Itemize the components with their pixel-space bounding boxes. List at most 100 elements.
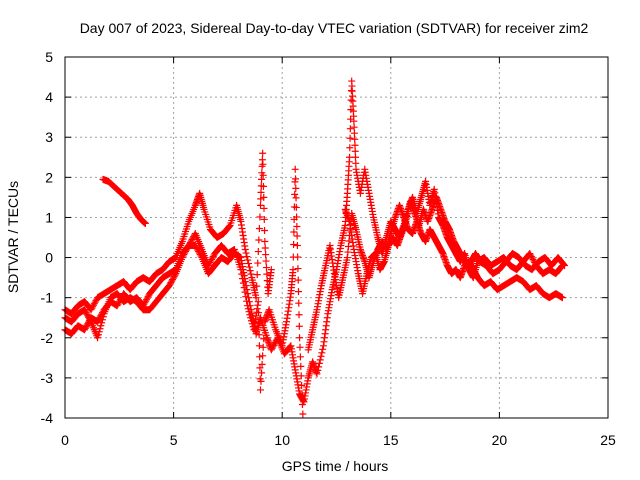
data-point bbox=[256, 386, 264, 394]
data-point bbox=[225, 222, 233, 230]
data-point bbox=[296, 334, 304, 342]
data-point bbox=[82, 309, 90, 317]
data-point bbox=[352, 159, 360, 167]
data-point bbox=[195, 248, 203, 256]
data-point bbox=[319, 345, 327, 353]
data-point bbox=[293, 213, 301, 221]
data-point bbox=[352, 153, 360, 161]
data-point bbox=[242, 249, 250, 257]
x-tick-label: 5 bbox=[170, 432, 178, 448]
data-point bbox=[258, 369, 266, 377]
data-point bbox=[253, 271, 261, 279]
data-point bbox=[196, 251, 204, 259]
data-point bbox=[294, 265, 302, 273]
data-point bbox=[87, 306, 95, 314]
data-point bbox=[85, 315, 93, 323]
series-trace-a bbox=[61, 149, 275, 318]
data-point bbox=[292, 184, 300, 192]
data-point bbox=[143, 294, 151, 302]
data-point bbox=[315, 359, 323, 367]
y-tick-label: -4 bbox=[41, 410, 54, 426]
data-point bbox=[268, 344, 276, 352]
data-point bbox=[99, 313, 107, 321]
data-point bbox=[260, 215, 268, 223]
data-point bbox=[350, 123, 358, 131]
data-point bbox=[207, 257, 215, 265]
data-point bbox=[260, 204, 268, 212]
data-point bbox=[81, 324, 89, 332]
data-point bbox=[94, 334, 102, 342]
data-point bbox=[96, 325, 104, 333]
data-point bbox=[270, 341, 278, 349]
x-tick-label: 10 bbox=[274, 432, 290, 448]
data-point bbox=[169, 276, 177, 284]
data-point bbox=[261, 226, 269, 234]
data-point bbox=[98, 316, 106, 324]
data-point bbox=[346, 153, 354, 161]
data-point bbox=[290, 241, 298, 249]
data-point bbox=[293, 242, 301, 250]
data-point bbox=[244, 256, 252, 264]
data-point bbox=[318, 349, 326, 357]
data-point bbox=[193, 245, 201, 253]
data-point bbox=[259, 149, 267, 157]
data-point bbox=[314, 366, 322, 374]
y-tick-label: -3 bbox=[41, 370, 54, 386]
data-point bbox=[142, 296, 150, 304]
y-tick-label: -2 bbox=[41, 330, 54, 346]
data-point bbox=[293, 232, 301, 240]
data-point bbox=[182, 248, 190, 256]
data-point bbox=[263, 270, 271, 278]
data-point bbox=[257, 195, 265, 203]
grid bbox=[65, 57, 608, 418]
data-point bbox=[165, 282, 173, 290]
data-series bbox=[61, 77, 569, 418]
data-point bbox=[191, 242, 199, 250]
data-point bbox=[527, 253, 535, 261]
y-tick-label: 0 bbox=[45, 250, 53, 266]
x-tick-label: 20 bbox=[492, 432, 508, 448]
data-point bbox=[88, 304, 96, 312]
data-point bbox=[194, 246, 202, 254]
series-trace-d bbox=[99, 175, 149, 227]
data-point bbox=[294, 276, 302, 284]
data-point bbox=[292, 175, 300, 183]
y-tick-label: 5 bbox=[45, 49, 53, 65]
data-point bbox=[291, 165, 299, 173]
data-point bbox=[167, 279, 175, 287]
data-point bbox=[257, 188, 265, 196]
data-point bbox=[296, 343, 304, 351]
data-point bbox=[526, 250, 534, 258]
data-point bbox=[346, 125, 354, 133]
data-point bbox=[244, 290, 252, 298]
data-point bbox=[259, 160, 267, 168]
y-tick-label: 4 bbox=[45, 89, 53, 105]
data-point bbox=[258, 175, 266, 183]
data-point bbox=[171, 271, 179, 279]
data-point bbox=[94, 318, 102, 326]
y-tick-label: 1 bbox=[45, 209, 53, 225]
data-point bbox=[256, 213, 264, 221]
chart-title: Day 007 of 2023, Sidereal Day-to-day VTE… bbox=[80, 20, 589, 36]
data-point bbox=[252, 294, 260, 302]
data-point bbox=[83, 310, 91, 318]
data-point bbox=[91, 298, 99, 306]
data-point bbox=[316, 356, 324, 364]
data-point bbox=[170, 273, 178, 281]
data-point bbox=[560, 261, 568, 269]
data-point bbox=[246, 267, 254, 275]
data-point bbox=[350, 117, 358, 125]
data-point bbox=[241, 246, 249, 254]
data-point bbox=[313, 370, 321, 378]
data-point bbox=[181, 249, 189, 257]
data-point bbox=[95, 328, 103, 336]
data-point bbox=[208, 256, 216, 264]
data-point bbox=[262, 251, 270, 259]
data-point bbox=[90, 300, 98, 308]
x-tick-label: 0 bbox=[61, 432, 69, 448]
data-point bbox=[243, 286, 251, 294]
data-point bbox=[195, 249, 203, 257]
data-point bbox=[267, 346, 275, 354]
data-point bbox=[98, 319, 106, 327]
